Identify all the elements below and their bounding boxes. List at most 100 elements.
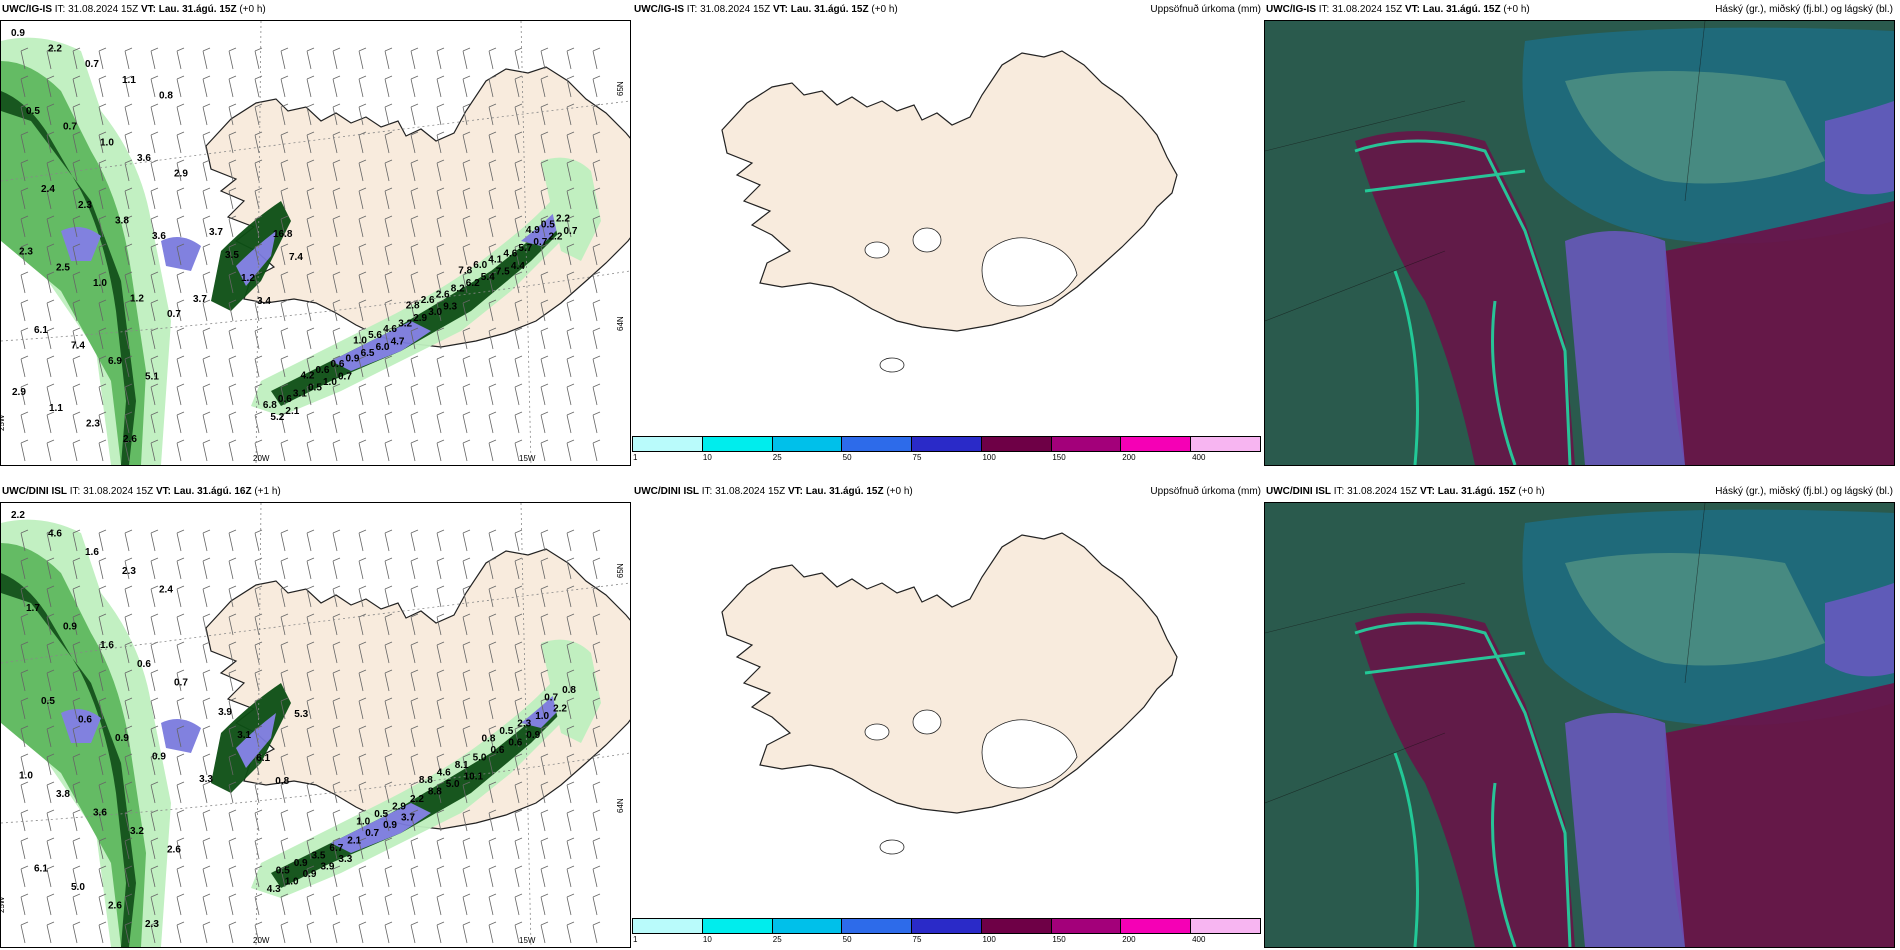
wind-barb xyxy=(228,243,237,266)
graticule-line xyxy=(1,100,630,182)
wind-barb xyxy=(592,327,601,350)
legend-tick-label: 400 xyxy=(1192,935,1206,944)
wind-barb xyxy=(20,669,29,692)
glacier-vatnajokull xyxy=(981,719,1078,789)
precip-map[interactable]: 25W 20W 15W 64N 65N 0.9 2.2 0.7 1.1 0.8 0.5 0.7 1.0 3… xyxy=(0,20,631,466)
wind-barb xyxy=(436,781,445,804)
precip-value-label: 2.3 xyxy=(78,200,92,211)
wind-barb xyxy=(488,893,497,916)
wind-barb xyxy=(540,725,549,748)
wind-barb xyxy=(280,411,289,434)
wind-barb xyxy=(410,411,419,434)
wind-barb xyxy=(280,753,289,776)
model-name: UWC/IG-IS xyxy=(634,4,684,15)
wind-barb xyxy=(332,383,341,406)
wind-barb xyxy=(566,271,575,294)
boundary-line xyxy=(1684,21,1706,202)
wind-barb xyxy=(98,271,107,294)
wind-barb xyxy=(202,355,211,378)
wind-barb xyxy=(20,641,29,664)
wind-barb xyxy=(124,781,133,804)
precip-value-label: 2.2 xyxy=(553,704,567,715)
precip-value-label: 3.4 xyxy=(257,296,271,307)
wind-barb xyxy=(98,697,107,720)
legend-swatch xyxy=(1121,437,1192,451)
wind-barb xyxy=(306,613,315,636)
precip-value-label: 1.0 xyxy=(19,770,33,781)
precip-value-label: 0.8 xyxy=(159,91,173,102)
precip-value-label: 6.0 xyxy=(473,260,487,271)
wind-barb xyxy=(514,187,523,210)
wind-barb xyxy=(20,187,29,210)
wind-barb xyxy=(332,837,341,860)
wind-barb xyxy=(462,921,471,944)
wind-barb xyxy=(228,809,237,832)
wind-barb xyxy=(436,865,445,888)
wind-barb xyxy=(98,215,107,238)
init-time: IT: 31.08.2024 15Z xyxy=(69,486,154,497)
wind-barb xyxy=(462,557,471,580)
wind-barb xyxy=(72,131,81,154)
wind-barb xyxy=(436,187,445,210)
wind-barb xyxy=(332,439,341,462)
wind-barb xyxy=(436,557,445,580)
panel-title: Uppsöfnuð úrkoma (mm) xyxy=(1150,4,1261,15)
wind-barb xyxy=(306,585,315,608)
wind-barb xyxy=(254,893,263,916)
precip-value-label: 0.9 xyxy=(303,869,317,880)
precip-map[interactable]: 25W 20W 15W 64N 65N 2.2 4.6 1.6 2.3 2.4 1.7 0.9 1.6 0… xyxy=(0,502,631,948)
wind-barb xyxy=(124,355,133,378)
wind-barb xyxy=(20,243,29,266)
wind-barb xyxy=(462,47,471,70)
wind-barb xyxy=(566,529,575,552)
precip-value-label: 3.5 xyxy=(312,850,326,861)
wind-barb xyxy=(592,921,601,944)
precip-value-label: 7.8 xyxy=(458,266,472,277)
legend-swatch xyxy=(1121,919,1192,933)
wind-barb xyxy=(202,439,211,462)
accum-map[interactable]: 1 10 25 50 75 100 150 200 400 xyxy=(632,20,1261,464)
wind-barb xyxy=(20,557,29,580)
wind-barb xyxy=(358,781,367,804)
graticule-line xyxy=(255,21,262,465)
wind-barb xyxy=(514,383,523,406)
wind-barb xyxy=(254,669,263,692)
precip-value-label: 3.6 xyxy=(152,231,166,242)
cloud-edges xyxy=(1354,139,1572,465)
precip-value-label: 0.6 xyxy=(508,737,522,748)
wind-barb xyxy=(254,753,263,776)
wind-barb xyxy=(20,893,29,916)
wind-barb xyxy=(514,411,523,434)
wind-barb xyxy=(436,529,445,552)
precip-value-label: 0.8 xyxy=(482,734,496,745)
wind-barb xyxy=(332,921,341,944)
wind-barb xyxy=(566,837,575,860)
wind-barb xyxy=(228,753,237,776)
wind-barb xyxy=(332,865,341,888)
wind-barb xyxy=(20,327,29,350)
wind-barb xyxy=(410,585,419,608)
precip-value-label: 5.3 xyxy=(294,709,308,720)
cloud-map[interactable] xyxy=(1264,20,1895,466)
precip-value-label: 0.7 xyxy=(544,692,558,703)
precip-value-label: 0.6 xyxy=(331,359,345,370)
precip-value-label: 1.0 xyxy=(285,877,299,888)
legend-swatch xyxy=(772,437,843,451)
cloud-panel-row1: UWC/IG-IS IT: 31.08.2024 15Z VT: Lau. 31… xyxy=(1264,0,1895,466)
precip-value-label: 7.4 xyxy=(289,252,303,263)
wind-barb xyxy=(280,669,289,692)
wind-barb xyxy=(98,439,107,462)
wind-barb xyxy=(488,355,497,378)
wind-barb xyxy=(384,529,393,552)
precip-value-label: 3.8 xyxy=(115,215,129,226)
wind-barb xyxy=(514,299,523,322)
precip-value-label: 6.5 xyxy=(361,348,375,359)
precip-map-svg: 25W 20W 15W 64N 65N 2.2 4.6 1.6 2.3 2.4 1.7 0.9 1.6 0… xyxy=(1,503,630,947)
wind-barb xyxy=(384,557,393,580)
cloud-map[interactable] xyxy=(1264,502,1895,948)
wind-barb xyxy=(20,439,29,462)
accum-map[interactable]: 1 10 25 50 75 100 150 200 400 xyxy=(632,502,1261,946)
wind-barb xyxy=(384,725,393,748)
wind-barb xyxy=(306,809,315,832)
wind-barb xyxy=(540,299,549,322)
